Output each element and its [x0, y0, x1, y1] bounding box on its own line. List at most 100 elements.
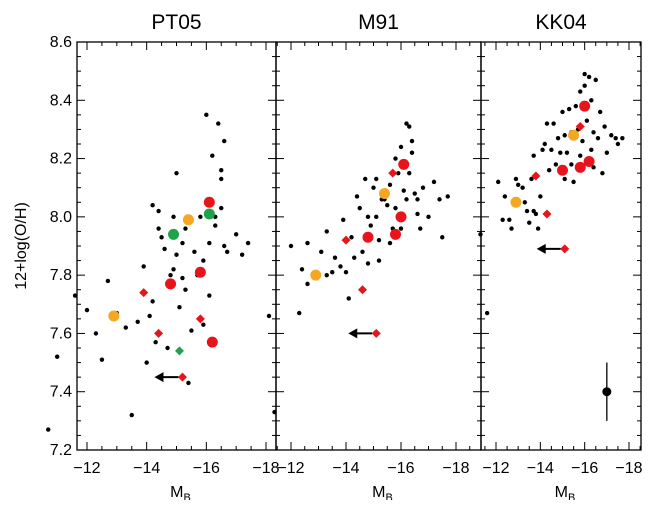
red-diamond — [341, 235, 351, 245]
data-point — [522, 200, 528, 205]
data-point — [180, 275, 185, 281]
y-tick-label: 7.2 — [50, 442, 72, 459]
data-point — [531, 153, 536, 158]
data-point — [440, 235, 445, 240]
y-tick-label: 7.4 — [50, 384, 72, 401]
data-point — [105, 278, 111, 284]
data-point — [393, 156, 398, 161]
data-point — [401, 188, 406, 193]
red-diamond — [531, 171, 541, 181]
y-tick-label: 8.4 — [50, 92, 72, 109]
red-circle — [583, 155, 595, 167]
red-circle — [194, 266, 206, 278]
red-circle — [398, 158, 410, 170]
green-circle — [203, 208, 215, 220]
data-point — [99, 357, 105, 362]
data-point — [555, 135, 561, 141]
data-point — [586, 74, 592, 80]
y-tick-label: 8.2 — [50, 151, 72, 168]
y-tick-label: 7.8 — [50, 267, 72, 284]
data-point — [365, 214, 371, 220]
data-point — [407, 124, 412, 129]
red-diamond — [560, 244, 570, 254]
data-point — [332, 255, 338, 260]
data-point — [387, 240, 393, 246]
data-point — [415, 211, 420, 217]
x-axis-label: MB — [170, 484, 191, 500]
data-point — [387, 182, 393, 187]
data-point — [589, 98, 594, 103]
axis-labels: 7.2 7.4 7.6 7.8 8.0 8.2 8.4 8.6 12+log(O/H) PT05 −… — [13, 11, 643, 504]
red-circle — [395, 211, 407, 223]
data-point — [150, 203, 155, 208]
data-point — [409, 138, 415, 144]
axis-ticks — [77, 41, 641, 451]
data-point — [288, 243, 294, 249]
panel-frame — [480, 41, 642, 451]
red-diamond — [195, 314, 205, 324]
data-point — [129, 412, 134, 418]
red-diamond — [575, 122, 585, 132]
green-circle — [168, 228, 180, 240]
x-tick-label: −16 — [387, 460, 414, 477]
orange-circle — [310, 269, 322, 281]
data-point — [420, 185, 426, 190]
data-point — [542, 141, 547, 147]
data-point — [222, 138, 227, 144]
red-circle — [165, 278, 177, 290]
x-axis-label: MB — [372, 484, 393, 500]
data-point — [210, 153, 215, 158]
data-point — [558, 150, 563, 155]
red-circle — [574, 161, 586, 173]
panel-title: KK04 — [535, 11, 587, 34]
data-point — [591, 165, 596, 170]
red-diamond — [542, 209, 552, 219]
data-point — [245, 240, 251, 246]
data-point — [352, 255, 357, 260]
data-point — [478, 232, 483, 237]
data-point — [266, 313, 272, 319]
x-tick-label: −12 — [277, 460, 304, 477]
data-point — [239, 252, 245, 257]
data-point — [602, 124, 607, 129]
data-point — [84, 307, 90, 313]
data-point — [385, 203, 390, 208]
data-point — [365, 261, 371, 266]
data-point — [207, 293, 212, 298]
data-point — [46, 427, 51, 432]
data-point — [566, 106, 572, 112]
data-point — [604, 150, 610, 155]
highlight-markers — [108, 100, 612, 421]
data-point — [396, 170, 401, 176]
data-point — [225, 249, 230, 255]
data-point — [343, 270, 349, 275]
data-point — [360, 249, 365, 255]
data-point — [609, 133, 614, 138]
x-tick-label: −16 — [193, 460, 220, 477]
data-point — [346, 296, 351, 301]
x-tick-label: −14 — [332, 460, 359, 477]
x-tick-label: −12 — [482, 460, 509, 477]
data-point — [159, 235, 164, 240]
data-point — [186, 380, 191, 386]
data-point — [593, 77, 598, 83]
data-point — [502, 194, 508, 199]
data-point — [222, 243, 227, 249]
data-point — [171, 214, 176, 220]
data-point — [597, 109, 603, 115]
data-point — [549, 147, 554, 153]
data-point — [357, 205, 362, 211]
x-tick-label: −14 — [527, 460, 554, 477]
panel-title: PT05 — [151, 11, 201, 34]
data-point — [93, 331, 99, 336]
red-diamond — [177, 372, 187, 382]
y-tick-label: 7.6 — [50, 325, 72, 342]
data-point — [426, 214, 431, 220]
data-point — [529, 176, 534, 182]
data-point — [437, 197, 442, 202]
data-point — [189, 328, 194, 333]
data-point — [216, 121, 221, 126]
x-tick-label: −14 — [133, 460, 160, 477]
data-point — [319, 249, 324, 255]
